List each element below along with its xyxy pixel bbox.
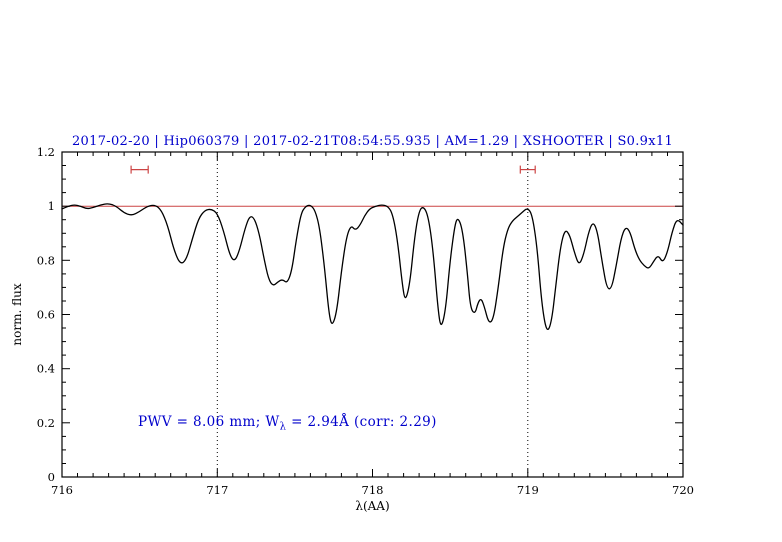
x-tick-label: 716: [51, 483, 73, 497]
y-tick-label: 1: [48, 199, 55, 213]
x-tick-label: 720: [672, 483, 694, 497]
y-axis-label: norm. flux: [10, 283, 24, 345]
spectrum-line: [61, 203, 684, 330]
y-tick-label: 0.8: [37, 253, 55, 267]
pwv-annotation-subscript: λ: [279, 421, 287, 433]
plot-title: 2017-02-20 | Hip060379 | 2017-02-21T08:5…: [71, 134, 674, 149]
x-axis-label: λ(AA): [355, 499, 389, 513]
x-tick-label: 719: [517, 483, 539, 497]
pwv-annotation: PWV = 8.06 mm; Wλ = 2.94Å (corr: 2.29): [138, 414, 437, 433]
y-tick-label: 0.4: [37, 362, 55, 376]
y-tick-label: 1.2: [37, 145, 55, 159]
y-tick-label: 0.6: [37, 308, 55, 322]
x-tick-label: 717: [206, 483, 228, 497]
pwv-annotation-text: PWV = 8.06 mm; W: [138, 414, 280, 430]
y-tick-label: 0.2: [37, 416, 55, 430]
y-tick-label: 0: [48, 470, 55, 484]
x-tick-label: 718: [362, 483, 384, 497]
pwv-annotation-text-2: = 2.94Å (corr: 2.29): [286, 414, 437, 430]
